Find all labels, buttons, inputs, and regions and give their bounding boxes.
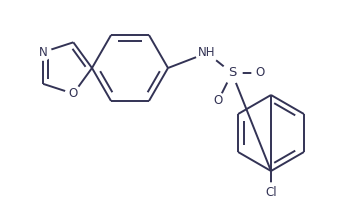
Circle shape: [252, 65, 268, 81]
Text: N: N: [39, 46, 48, 59]
Circle shape: [65, 86, 81, 102]
Text: S: S: [228, 67, 236, 80]
Circle shape: [261, 183, 281, 203]
Circle shape: [196, 42, 218, 64]
Text: O: O: [255, 67, 265, 80]
Circle shape: [35, 44, 51, 60]
Text: O: O: [69, 87, 78, 100]
Text: Cl: Cl: [265, 187, 277, 200]
Text: NH: NH: [198, 46, 216, 59]
Circle shape: [222, 63, 242, 83]
Text: O: O: [214, 95, 223, 107]
Circle shape: [210, 93, 226, 109]
